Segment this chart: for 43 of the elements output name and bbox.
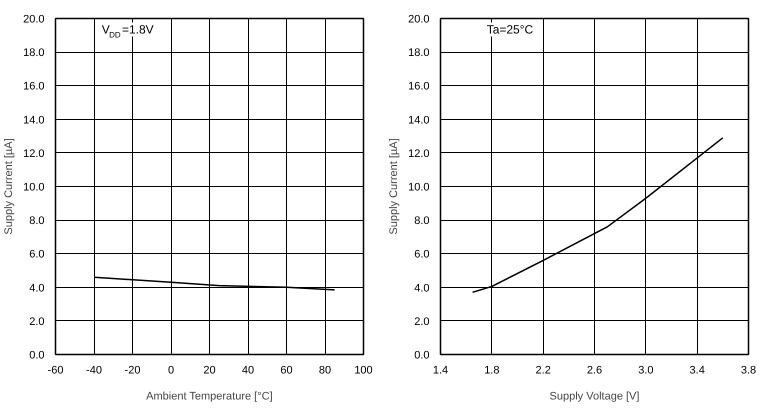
x-tick-label: -60	[48, 364, 64, 376]
y-tick-label: 10.0	[408, 182, 430, 194]
x-tick-label: 3.4	[690, 364, 705, 376]
y-tick-label: 20.0	[408, 14, 430, 26]
y-tick-label: 10.0	[23, 182, 45, 194]
y-tick-label: 2.0	[29, 316, 45, 328]
y-tick-label: 14.0	[23, 114, 45, 126]
y-tick-label: 12.0	[23, 148, 45, 160]
x-tick-label: 2.2	[536, 364, 551, 376]
x-tick-label: 80	[318, 364, 332, 376]
y-tick-label: 18.0	[408, 47, 430, 60]
x-axis-title: Supply Voltage [V]	[550, 390, 640, 402]
y-tick-label: 8.0	[414, 215, 430, 228]
x-tick-label: 2.6	[586, 364, 602, 376]
x-tick-label: -20	[124, 364, 140, 376]
y-tick-label: 8.0	[29, 215, 45, 228]
annotation: Ta=25°C	[486, 22, 534, 36]
y-tick-label: 2.0	[414, 316, 430, 328]
x-tick-label: 60	[280, 364, 293, 376]
y-tick-label: 14.0	[408, 114, 430, 126]
y-tick-label: 6.0	[29, 248, 45, 261]
y-tick-label: 20.0	[23, 14, 45, 26]
x-tick-label: 20	[203, 364, 216, 376]
y-tick-label: 16.0	[408, 80, 430, 93]
y-tick-label: 0.0	[414, 350, 430, 362]
x-tick-label: 40	[242, 364, 254, 376]
y-axis-title: Supply Current [µA]	[3, 138, 16, 235]
y-tick-label: 16.0	[23, 80, 45, 93]
y-tick-label: 6.0	[414, 248, 430, 261]
y-tick-label: 12.0	[408, 148, 430, 160]
x-tick-label: 100	[354, 364, 373, 376]
y-tick-label: 4.0	[29, 282, 45, 294]
x-tick-label: 0	[168, 364, 174, 376]
x-tick-label: 3.8	[740, 364, 756, 376]
y-tick-label: 0.0	[29, 350, 45, 362]
x-tick-label: 1.8	[484, 364, 500, 376]
y-tick-label: 18.0	[23, 47, 45, 60]
y-tick-label: 4.0	[414, 282, 430, 294]
x-axis-title: Ambient Temperature [°C]	[146, 390, 273, 402]
y-axis-title: Supply Current [µA]	[388, 138, 400, 235]
x-tick-label: 3.0	[638, 364, 654, 376]
x-tick-label: 1.4	[432, 364, 448, 376]
x-tick-label: -40	[86, 364, 102, 376]
